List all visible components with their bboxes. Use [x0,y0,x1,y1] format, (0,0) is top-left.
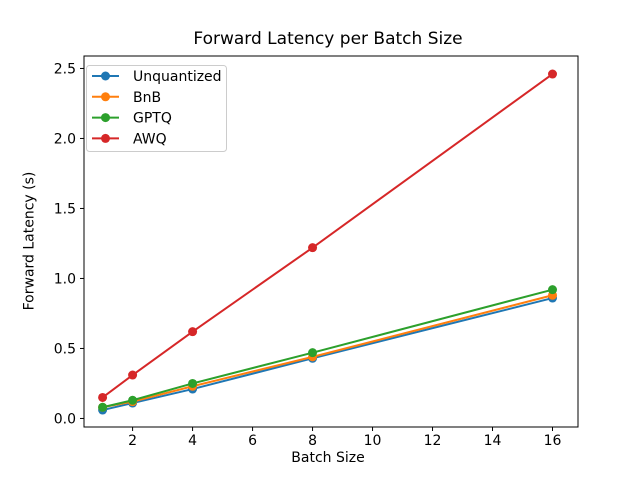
x-tick-label-4: 4 [188,433,197,449]
legend-label: Unquantized [133,69,222,85]
legend-marker-icon [101,92,110,102]
y-tick-label-0.5: 0.5 [54,341,76,357]
y-tick-label-2.5: 2.5 [54,61,76,77]
data-point-awq-b4 [188,327,198,337]
y-tick-label-1.0: 1.0 [54,271,76,287]
legend-entry-bnb: BnB [92,90,161,106]
legend-marker-icon [101,113,110,123]
legend-label: AWQ [133,131,167,147]
chart-title: Forward Latency per Batch Size [193,29,463,49]
legend-label: BnB [133,90,161,106]
legend-entry-awq: AWQ [92,131,167,147]
legend: Unquantized BnB GPTQ AWQ [86,65,227,152]
legend-marker-icon [101,133,110,143]
data-point-awq-b16 [548,69,558,79]
data-point-gptq-b1 [98,402,108,412]
data-point-gptq-b4 [188,378,198,388]
data-point-gptq-b8 [308,348,318,358]
legend-marker-icon [101,71,110,81]
data-point-awq-b8 [308,243,318,253]
y-tick-label-0.0: 0.0 [54,411,76,427]
data-point-awq-b2 [128,370,138,380]
series-awq [98,69,558,402]
x-tick-label-2: 2 [128,433,137,449]
data-point-gptq-b16 [548,285,558,295]
legend-label: GPTQ [133,111,172,127]
legend-entry-gptq: GPTQ [92,111,172,127]
x-tick-label-12: 12 [424,433,442,449]
y-tick-label-2.0: 2.0 [54,131,76,147]
x-tick-label-6: 6 [248,433,257,449]
x-tick-label-14: 14 [484,433,502,449]
x-tick-label-10: 10 [364,433,382,449]
x-tick-label-16: 16 [544,433,562,449]
y-tick-label-1.5: 1.5 [54,201,76,217]
series-gptq [98,285,558,412]
data-point-awq-b1 [98,392,108,402]
x-tick-label-8: 8 [308,433,317,449]
x-axis-label: Batch Size [291,450,365,466]
data-point-gptq-b2 [128,395,138,405]
legend-box [86,65,227,152]
legend-entry-unquantized: Unquantized [92,69,222,85]
